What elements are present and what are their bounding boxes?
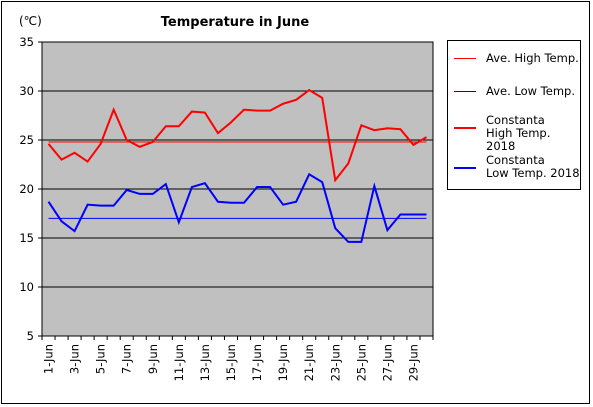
y-tick-label: 10 [19, 280, 34, 294]
x-tick-label: 5-Jun [94, 344, 108, 374]
series-line-3 [47, 172, 427, 243]
legend-item-constanta-high: Constanta High Temp. 2018 [454, 114, 580, 153]
legend-label-constanta-high: Constanta High Temp. 2018 [486, 113, 551, 153]
x-tick-label: 19-Jun [276, 344, 290, 381]
y-unit-label: (℃) [19, 14, 42, 28]
x-tick-label: 23-Jun [328, 344, 342, 381]
y-tick-label: 5 [27, 329, 34, 343]
series-line-2 [47, 88, 427, 183]
x-tick-label: 25-Jun [354, 344, 368, 381]
x-tick-label: 27-Jun [380, 344, 394, 381]
x-tick-label: 29-Jun [406, 344, 420, 381]
x-tick-label: 3-Jun [68, 344, 82, 374]
legend-label-ave-high: Ave. High Temp. [486, 51, 579, 65]
legend: Ave. High Temp. Ave. Low Temp. Constanta… [447, 40, 581, 190]
legend-item-constanta-low: Constanta Low Temp. 2018 [454, 154, 580, 184]
x-tick-label: 11-Jun [172, 344, 186, 381]
y-tick-label: 30 [19, 84, 34, 98]
chart-title: Temperature in June [160, 15, 310, 30]
x-tick-label: 21-Jun [302, 344, 316, 381]
legend-swatch-constanta-low [454, 167, 476, 169]
y-tick-label: 20 [19, 182, 34, 196]
y-tick-label: 35 [19, 35, 34, 49]
x-tick-label: 13-Jun [198, 344, 212, 381]
x-tick-label: 17-Jun [250, 344, 264, 381]
legend-swatch-ave-low [454, 91, 476, 92]
legend-label-constanta-low: Constanta Low Temp. 2018 [486, 153, 580, 180]
legend-swatch-ave-high [454, 58, 476, 59]
y-tick-label: 15 [19, 231, 34, 245]
x-tick-label: 9-Jun [146, 344, 160, 374]
legend-item-ave-low: Ave. Low Temp. [454, 78, 580, 108]
legend-label-ave-low: Ave. Low Temp. [486, 84, 575, 98]
legend-swatch-constanta-high [454, 127, 476, 129]
x-tick-label: 7-Jun [120, 344, 134, 374]
x-tick-label: 1-Jun [42, 344, 56, 374]
y-tick-label: 25 [19, 133, 34, 147]
x-tick-label: 15-Jun [224, 344, 238, 381]
legend-item-ave-high: Ave. High Temp. [454, 45, 580, 75]
